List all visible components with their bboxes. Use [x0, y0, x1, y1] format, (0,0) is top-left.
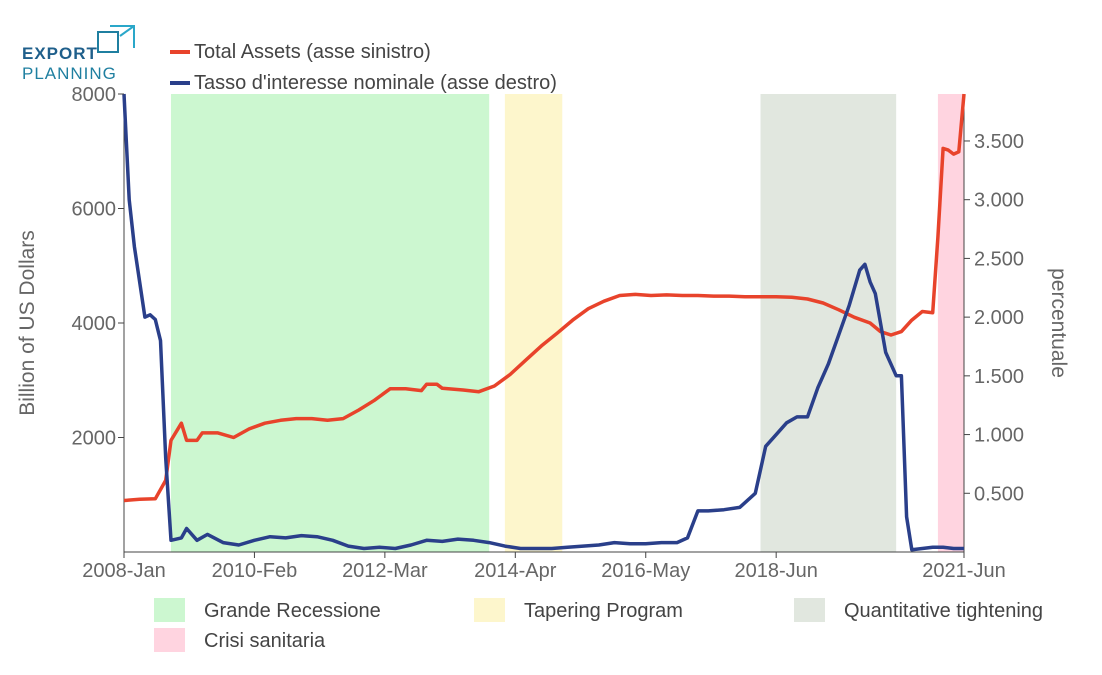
- series-line-0: [123, 93, 966, 503]
- y2-tick-label: 3.000: [974, 190, 1024, 212]
- y2-tick-label: 1.500: [974, 366, 1024, 388]
- legend-swatch-crisi-sanitaria: [154, 628, 185, 652]
- period-legend: Grande Recessione Tapering Program Quant…: [154, 598, 1043, 652]
- shaded-periods: [170, 94, 964, 552]
- legend-swatch-tapering: [474, 598, 505, 622]
- y2-tick-label: 3.500: [974, 131, 1024, 153]
- series-lines: [122, 93, 966, 552]
- legend-label-qt: Quantitative tightening: [844, 600, 1043, 622]
- legend-label-crisi-sanitaria: Crisi sanitaria: [204, 630, 326, 652]
- legend-label-interest-rate: Tasso d'interesse nominale (asse destro): [194, 72, 557, 94]
- x-tick-label: 2016-May: [601, 560, 690, 582]
- x-tick-label: 2021-Jun: [922, 560, 1005, 582]
- y-tick-label: 8000: [72, 84, 117, 106]
- logo: EXPORT PLANNING: [22, 25, 135, 83]
- y2-tick-label: 2.500: [974, 248, 1024, 270]
- logo-mark-corner: [110, 25, 135, 48]
- y-tick-label: 4000: [72, 313, 117, 335]
- logo-line2: PLANNING: [22, 64, 117, 83]
- y-tick-label: 6000: [72, 199, 117, 221]
- y2-tick-label: 1.000: [974, 425, 1024, 447]
- x-tick-label: 2010-Feb: [212, 560, 298, 582]
- legend-swatch-grande-recessione: [154, 598, 185, 622]
- series-legend: Total Assets (asse sinistro) Tasso d'int…: [170, 41, 557, 94]
- y2-tick-label: 2.000: [974, 307, 1024, 329]
- legend-swatch-qt: [794, 598, 825, 622]
- x-tick-label: 2008-Jan: [82, 560, 165, 582]
- tick-labels: 2008-Jan 2010-Feb 2012-Mar 2014-Apr 2016-May…: [72, 84, 1025, 582]
- logo-line1: EXPORT: [22, 44, 98, 63]
- y-axis-title: Billion of US Dollars: [16, 230, 39, 416]
- legend-label-tapering: Tapering Program: [524, 600, 683, 622]
- shaded-period-0: [170, 94, 490, 552]
- shaded-period-2: [760, 94, 897, 552]
- y2-tick-label: 0.500: [974, 483, 1024, 505]
- logo-mark: [97, 31, 119, 53]
- legend-label-grande-recessione: Grande Recessione: [204, 600, 381, 622]
- y2-axis-title: percentuale: [1047, 268, 1070, 378]
- legend-label-total-assets: Total Assets (asse sinistro): [194, 41, 431, 63]
- y-tick-label: 2000: [72, 428, 117, 450]
- shaded-period-1: [504, 94, 563, 552]
- x-tick-label: 2012-Mar: [342, 560, 428, 582]
- x-tick-label: 2014-Apr: [474, 560, 557, 582]
- series-line-1: [122, 93, 964, 552]
- x-tick-label: 2018-Jun: [734, 560, 817, 582]
